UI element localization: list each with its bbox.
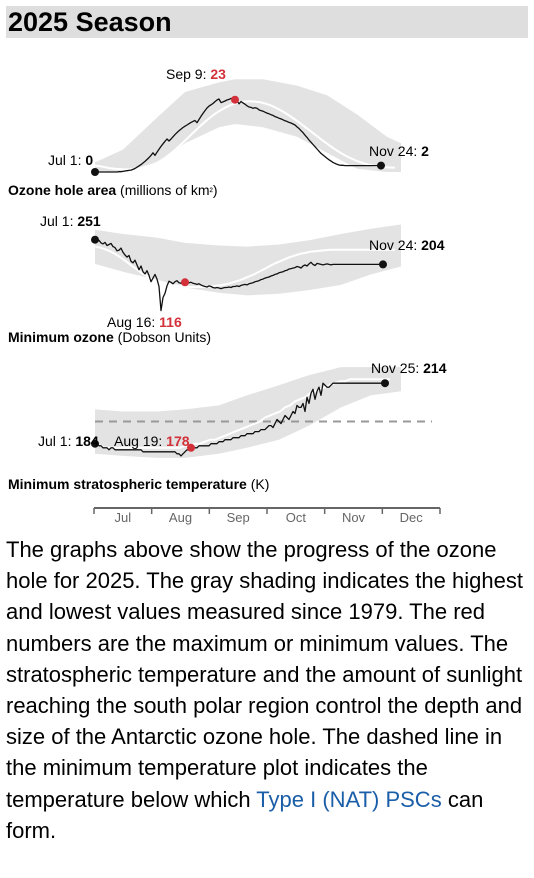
month-label-aug: Aug <box>169 510 192 525</box>
page-title: 2025 Season <box>8 7 172 37</box>
annotation-label-3-1: Jul 1: 184 <box>38 433 99 449</box>
annotation-label-2-2: Aug 16: 116 <box>107 314 182 330</box>
month-label-jul: Jul <box>115 510 132 525</box>
annotation-label-1-1: Jul 1: 0 <box>48 152 93 168</box>
annotation-label-1-2: Sep 9: 23 <box>166 66 226 82</box>
annotation-dot-2-2 <box>181 278 189 287</box>
caption-text: The graphs above show the progress of th… <box>6 537 523 812</box>
range-band-3 <box>95 367 401 458</box>
annotation-dot-3-3 <box>381 379 389 388</box>
annotation-label-2-1: Jul 1: 251 <box>40 213 101 229</box>
ozone-charts: Jul 1: 0 Sep 9: 23 Nov 24: 2 Ozone hole are… <box>8 66 447 525</box>
annotation-dot-1-2 <box>231 95 239 104</box>
annotation-dot-1-1 <box>91 168 99 176</box>
series-2025-line-2 <box>94 239 383 312</box>
annotation-dot-1-3 <box>377 161 385 170</box>
reference-line-2 <box>94 245 395 288</box>
panel-title-3: Minimum stratospheric temperature (K) <box>8 476 269 492</box>
annotation-dot-3-1 <box>91 439 99 448</box>
series-2025-line-1 <box>95 97 381 173</box>
annotation-dot-2-3 <box>379 260 387 269</box>
annotation-label-3-3: Nov 25: 214 <box>371 360 447 376</box>
title-bar: 2025 Season <box>6 6 528 38</box>
annotation-dot-2-1 <box>91 235 99 244</box>
reference-line-1 <box>94 100 396 171</box>
month-label-sep: Sep <box>227 510 250 525</box>
annotation-label-1-3: Nov 24: 2 <box>369 143 429 159</box>
range-band-1 <box>95 79 401 172</box>
month-label-nov: Nov <box>342 510 366 525</box>
panel-title-2: Minimum ozone (Dobson Units) <box>8 329 211 345</box>
month-label-oct: Oct <box>286 510 307 525</box>
panel-title-1: Ozone hole area (millions of km²) <box>8 182 218 198</box>
range-band-2 <box>95 224 401 296</box>
annotation-label-3-2: Aug 19: 178 <box>114 433 190 449</box>
annotation-dot-3-2 <box>187 443 195 452</box>
month-label-dec: Dec <box>400 510 424 525</box>
caption-tail: can form. <box>6 786 484 843</box>
series-2025-line-3 <box>95 382 385 457</box>
annotation-label-2-3: Nov 24: 204 <box>369 237 445 253</box>
nat-psc-link[interactable]: Type I (NAT) PSCs <box>256 786 442 812</box>
reference-line-3 <box>95 378 390 449</box>
caption: The graphs above show the progress of th… <box>6 534 530 846</box>
